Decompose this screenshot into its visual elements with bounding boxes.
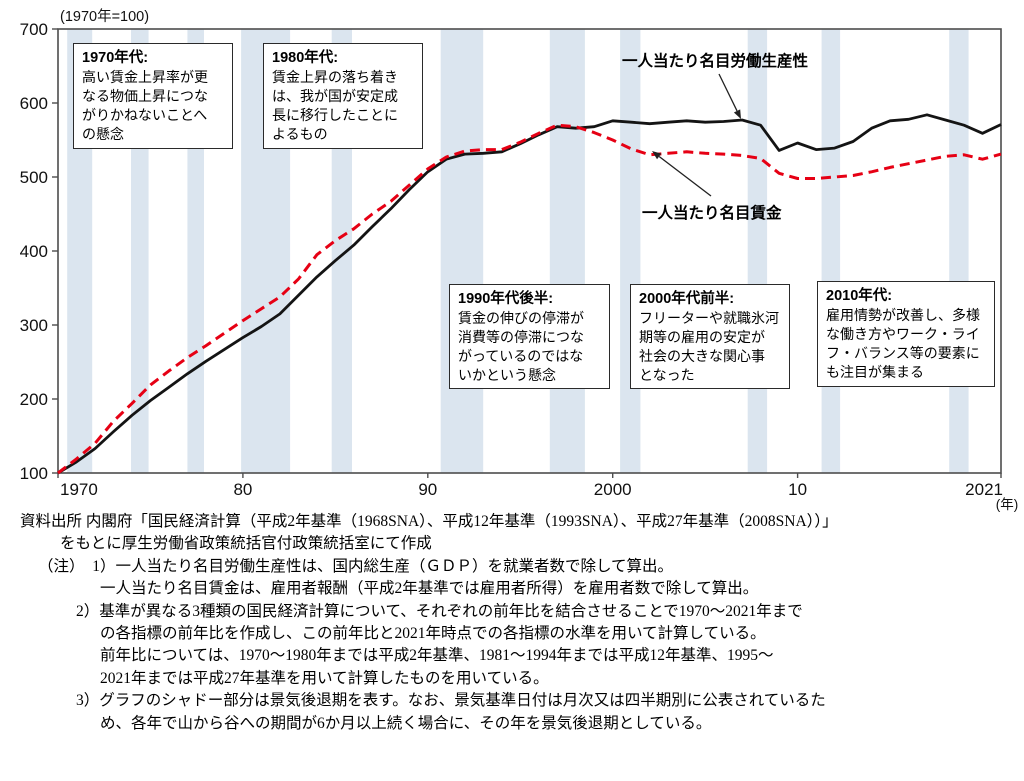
annotation-title: 2010年代: xyxy=(826,288,893,304)
annotation-title: 1980年代: xyxy=(272,50,339,66)
y-tick-label: 600 xyxy=(20,94,48,113)
wage-line xyxy=(57,123,1002,475)
recession-band xyxy=(620,29,641,473)
source-and-notes: 資料出所 内閣府「国民経済計算（平成2年基準（1968SNA）、平成12年基準（… xyxy=(0,511,1024,735)
annotation-body: 賃金上昇の落ち着き は、我が国が安定成 長に移行したことに よるもの xyxy=(272,69,398,142)
arrow-head xyxy=(733,109,741,119)
x-axis-unit-label: (年) xyxy=(996,497,1019,512)
legend-wage-label: 一人当たり名目賃金 xyxy=(642,205,782,222)
recession-band xyxy=(549,29,585,473)
annotation-box-1980s: 1980年代: 賃金上昇の落ち着き は、我が国が安定成 長に移行したことに よる… xyxy=(263,43,423,149)
y-tick-label: 200 xyxy=(20,390,48,409)
y-tick-label: 400 xyxy=(20,242,48,261)
x-tick-label: 90 xyxy=(418,480,437,499)
y-tick-label: 100 xyxy=(20,464,48,483)
x-tick-label: 80 xyxy=(233,480,252,499)
source-line: 資料出所 内閣府「国民経済計算（平成2年基準（1968SNA）、平成12年基準（… xyxy=(20,513,838,530)
y-tick-label: 300 xyxy=(20,316,48,335)
y-axis: 700 600 500 400 300 200 100 xyxy=(20,20,58,483)
source-line: をもとに厚生労働省政策統括官付政策統括室にて作成 xyxy=(60,535,432,553)
arrow-shaft xyxy=(718,73,738,112)
annotation-box-late-1990s: 1990年代後半: 賃金の伸びの停滞が 消費等の停滞につな がっているのではな … xyxy=(449,284,610,389)
annotation-body: 賃金の伸びの停滞が 消費等の停滞につな がっているのではな いかという懸念 xyxy=(458,310,584,383)
annotation-arrow xyxy=(718,73,741,119)
annotation-body: 高い賃金上昇率が更 なる物価上昇につな がりかねないことへ の懸念 xyxy=(82,69,208,142)
x-axis: 1970 80 90 2000 10 2021 xyxy=(57,473,1003,499)
recession-band xyxy=(747,29,768,473)
note-line: 2）基準が異なる3種類の国民経済計算について、それぞれの前年比を結合させることで… xyxy=(76,602,803,620)
note-line: 3）グラフのシャドー部分は景気後退期を表す。なお、景気基準日付は月次又は四半期別… xyxy=(76,692,826,710)
y-axis-index-note: (1970年=100) xyxy=(60,9,150,25)
arrow-shaft xyxy=(658,155,712,197)
note-line: 一人当たり名目賃金は、雇用者報酬（平成2年基準では雇用者所得）を雇用者数で除して… xyxy=(100,580,759,598)
recession-band xyxy=(949,29,969,473)
y-tick-label: 700 xyxy=(20,20,48,39)
note-line: の各指標の前年比を作成し、この前年比と2021年時点での各指標の水準を用いて計算… xyxy=(100,625,766,643)
annotation-box-1970s: 1970年代: 高い賃金上昇率が更 なる物価上昇につな がりかねないことへ の懸… xyxy=(73,43,233,149)
annotation-box-early-2000s: 2000年代前半: フリーターや就職氷河 期等の雇用の安定が 社会の大きな関心事… xyxy=(630,284,790,389)
recession-band xyxy=(821,29,841,473)
y-tick-label: 500 xyxy=(20,168,48,187)
note-line: 2021年までは平成27年基準を用いて計算したものを用いている。 xyxy=(100,669,549,687)
recession-band xyxy=(440,29,484,473)
annotation-body: フリーターや就職氷河 期等の雇用の安定が 社会の大きな関心事 となった xyxy=(639,310,779,383)
note-line: 前年比については、1970～1980年までは平成2年基準、1981～1994年ま… xyxy=(100,647,774,665)
productivity-line xyxy=(57,113,1002,475)
annotation-arrow xyxy=(652,151,712,197)
x-tick-label: 1970 xyxy=(60,480,98,499)
x-tick-label: 2000 xyxy=(594,480,632,499)
legend-productivity-label: 一人当たり名目労働生産性 xyxy=(622,53,809,70)
arrow-head xyxy=(652,151,662,160)
annotation-body: 雇用情勢が改善し、多様 な働き方やワーク・ライ フ・バランス等の要素に も注目が… xyxy=(826,307,980,380)
note-line: （注） 1）一人当たり名目労働生産性は、国内総生産（ＧＤＰ）を就業者数で除して算… xyxy=(38,557,674,575)
x-tick-label: 2021 xyxy=(965,480,1003,499)
note-line: め、各年で山から谷への期間が6か月以上続く場合に、その年を景気後退期としている。 xyxy=(100,714,712,732)
x-tick-label: 10 xyxy=(788,480,807,499)
annotation-title: 1970年代: xyxy=(82,50,149,66)
annotation-box-2010s: 2010年代: 雇用情勢が改善し、多様 な働き方やワーク・ライ フ・バランス等の… xyxy=(817,281,995,387)
annotation-title: 1990年代後半: xyxy=(458,291,554,307)
annotation-title: 2000年代前半: xyxy=(639,291,735,307)
plot-frame xyxy=(57,28,1002,474)
